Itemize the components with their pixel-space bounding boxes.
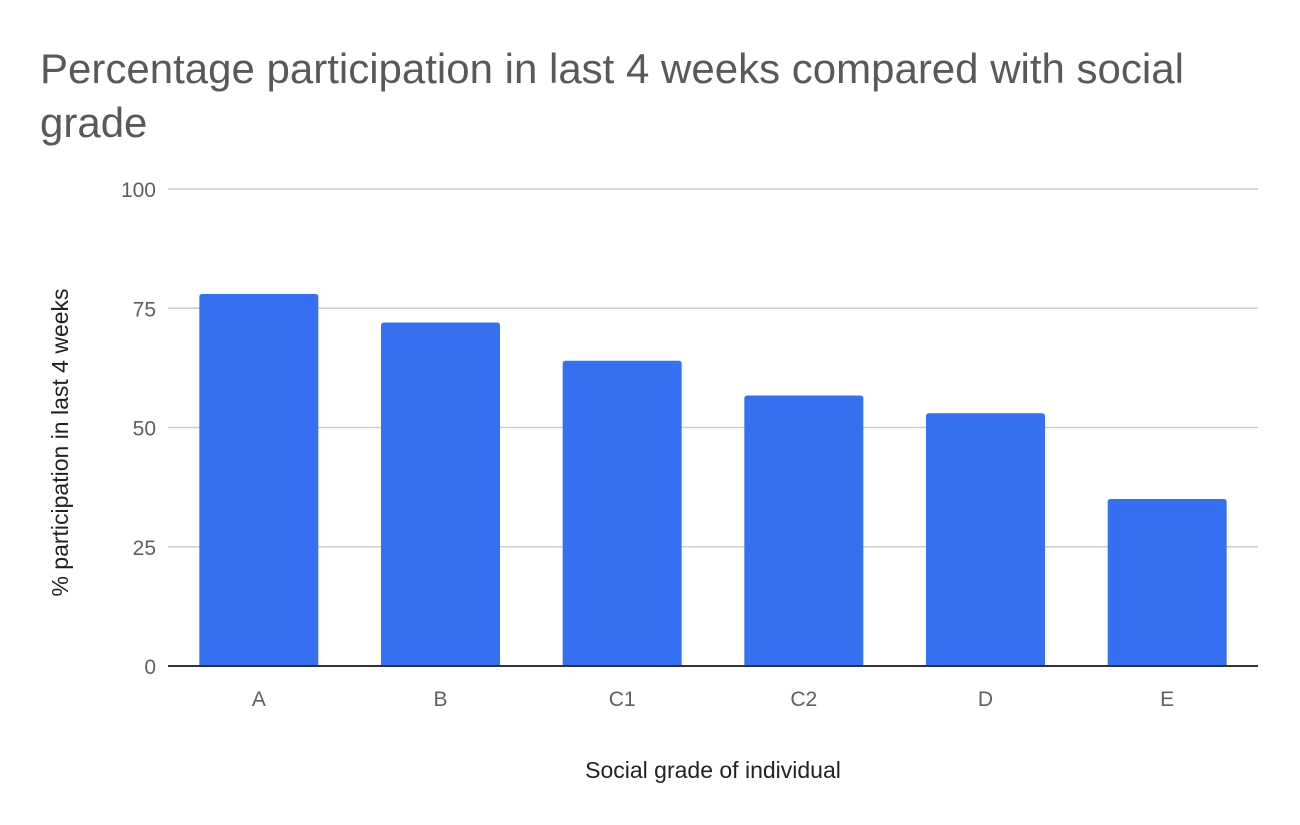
x-tick-label: C1: [609, 688, 636, 711]
x-tick-label: A: [252, 688, 266, 711]
bars: [199, 293, 1227, 666]
x-axis-title: Social grade of individual: [585, 757, 841, 783]
gridlines: [168, 188, 1258, 548]
x-axis-ticks: A B C1 C2 D E: [252, 688, 1174, 711]
bar-d: [926, 413, 1045, 666]
y-tick-label: 100: [121, 179, 156, 202]
bar-c2: [744, 395, 864, 666]
x-tick-label: D: [978, 688, 993, 711]
bar-b: [381, 322, 500, 666]
y-axis-title: % participation in last 4 weeks: [47, 288, 73, 596]
bar-a: [199, 293, 319, 666]
y-tick-label: 25: [133, 537, 156, 560]
bar-c1: [562, 360, 682, 666]
bar-e: [1107, 499, 1227, 666]
y-tick-label: 50: [133, 418, 156, 441]
y-axis-ticks: 0 25 50 75 100: [121, 179, 156, 679]
x-tick-label: B: [433, 688, 447, 711]
y-tick-label: 0: [144, 656, 156, 679]
x-tick-label: C2: [790, 688, 817, 711]
x-tick-label: E: [1160, 688, 1174, 711]
y-tick-label: 75: [133, 298, 156, 321]
chart-title: Percentage participation in last 4 weeks…: [40, 45, 1184, 146]
